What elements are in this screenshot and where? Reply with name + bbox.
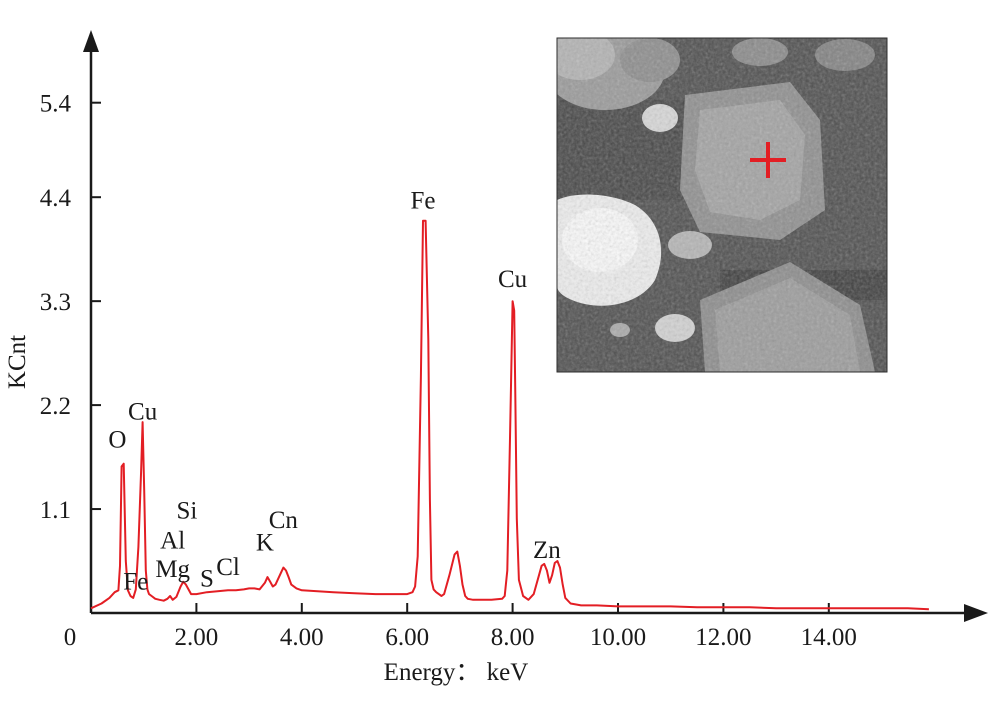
x-tick-label: 4.00: [280, 624, 324, 651]
peak-label: K: [256, 530, 274, 557]
sem-inset-image: [556, 37, 888, 373]
y-tick-label: 1.1: [40, 497, 71, 524]
spectrum-line: [90, 219, 929, 611]
x-ticks: 0 2.00 4.00 6.00 8.00 10.00 12.00 14.00: [64, 603, 857, 651]
x-tick-label: 0: [64, 624, 77, 651]
x-tick-label: 14.00: [801, 624, 857, 651]
x-tick-label: 2.00: [175, 624, 219, 651]
peak-label: Cu: [498, 266, 528, 293]
x-tick-label: 8.00: [491, 624, 535, 651]
y-tick-label: 4.4: [40, 185, 72, 212]
peak-label: Zn: [533, 537, 561, 564]
y-tick-label: 2.2: [40, 393, 71, 420]
axes: [83, 30, 988, 622]
peak-label: Mg: [155, 556, 190, 583]
peak-label: Cn: [269, 507, 299, 534]
x-tick-label: 12.00: [695, 624, 751, 651]
y-ticks: 1.1 2.2 3.3 4.4 5.4: [40, 91, 101, 524]
inset-frame: [556, 37, 888, 373]
x-tick-label: 6.00: [385, 624, 429, 651]
peak-label: Cu: [128, 398, 158, 425]
x-axis-arrow: [964, 604, 988, 622]
analysis-point-marker: [750, 142, 786, 178]
peak-label: Fe: [411, 188, 436, 215]
y-axis-arrow: [83, 30, 99, 52]
y-tick-label: 5.4: [40, 91, 72, 118]
peak-label: O: [108, 427, 126, 454]
peak-label: Fe: [123, 568, 148, 595]
y-tick-label: 3.3: [40, 289, 71, 316]
peak-label: S: [200, 566, 214, 593]
peak-label: Si: [176, 498, 197, 525]
x-tick-label: 10.00: [590, 624, 646, 651]
peak-label: Al: [160, 528, 185, 555]
y-axis-title: KCnt: [4, 335, 31, 389]
x-axis-title: Energy： keV: [384, 659, 529, 686]
peak-label: Cl: [216, 554, 240, 581]
